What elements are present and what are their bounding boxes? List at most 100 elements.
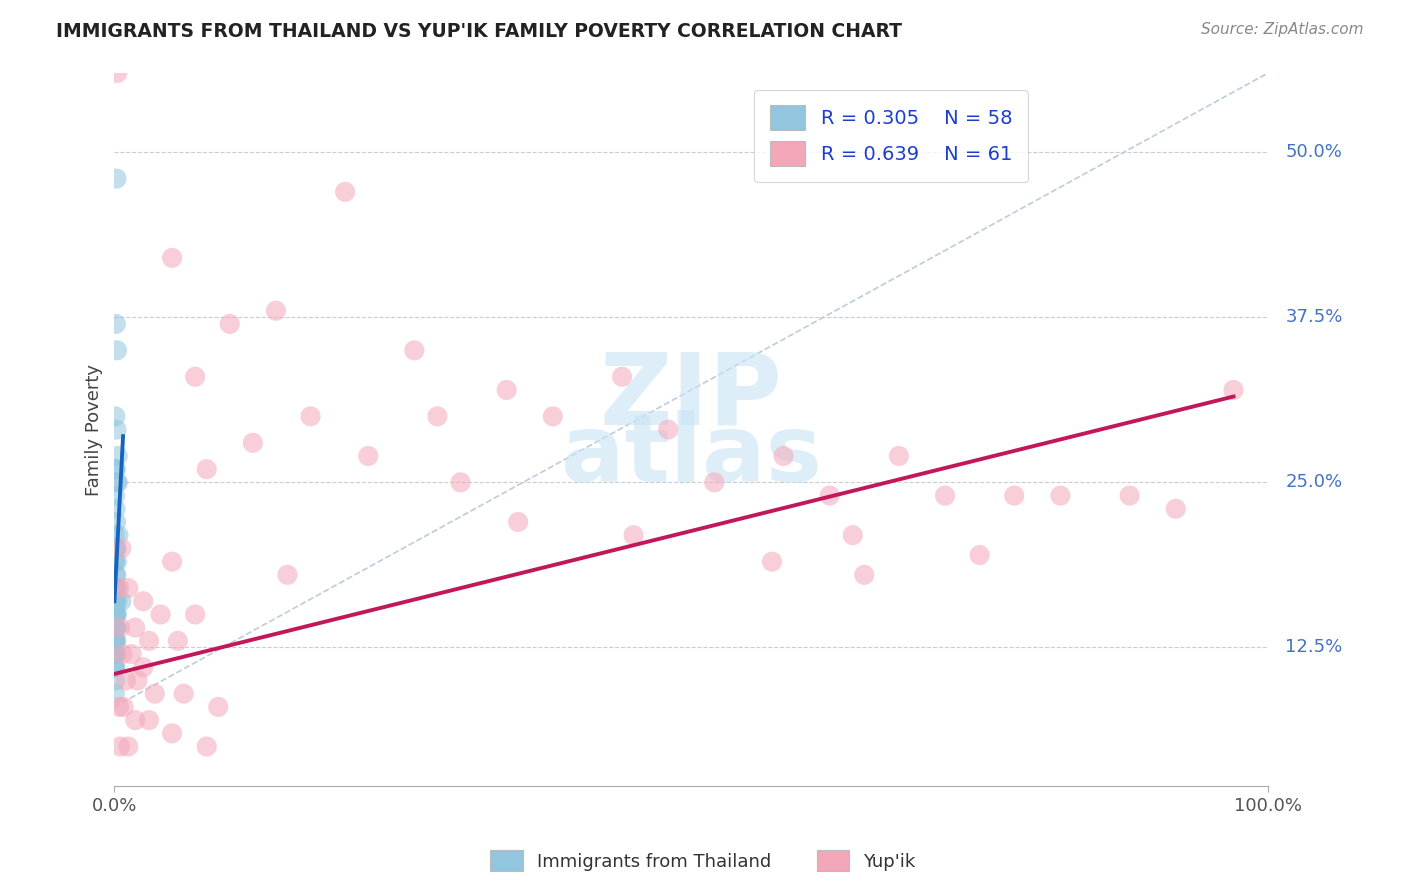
Text: ZIP: ZIP bbox=[600, 348, 783, 445]
Point bbox=[104, 660, 127, 674]
Point bbox=[105, 555, 128, 569]
Legend: R = 0.305    N = 58, R = 0.639    N = 61: R = 0.305 N = 58, R = 0.639 N = 61 bbox=[755, 90, 1028, 182]
Point bbox=[167, 633, 190, 648]
Point bbox=[104, 600, 127, 615]
Point bbox=[115, 673, 138, 688]
Point bbox=[184, 369, 207, 384]
Point bbox=[132, 594, 155, 608]
Point bbox=[104, 489, 127, 503]
Point bbox=[105, 633, 128, 648]
Point bbox=[104, 687, 127, 701]
Point bbox=[112, 699, 135, 714]
Text: Source: ZipAtlas.com: Source: ZipAtlas.com bbox=[1201, 22, 1364, 37]
Point bbox=[108, 739, 131, 754]
Point bbox=[195, 462, 218, 476]
Point bbox=[104, 607, 127, 622]
Point bbox=[242, 435, 264, 450]
Point bbox=[105, 475, 128, 490]
Point bbox=[104, 581, 127, 595]
Point bbox=[143, 687, 166, 701]
Point bbox=[761, 555, 783, 569]
Point bbox=[195, 739, 218, 754]
Point bbox=[105, 515, 128, 529]
Point bbox=[107, 475, 129, 490]
Point bbox=[105, 607, 128, 622]
Point bbox=[357, 449, 380, 463]
Point bbox=[149, 607, 172, 622]
Point bbox=[160, 251, 183, 265]
Point bbox=[138, 633, 160, 648]
Text: 50.0%: 50.0% bbox=[1285, 144, 1343, 161]
Point bbox=[184, 607, 207, 622]
Point bbox=[333, 185, 356, 199]
Text: 25.0%: 25.0% bbox=[1285, 474, 1343, 491]
Text: 12.5%: 12.5% bbox=[1285, 639, 1343, 657]
Point bbox=[105, 621, 128, 635]
Point bbox=[772, 449, 794, 463]
Point bbox=[138, 713, 160, 727]
Point bbox=[104, 633, 127, 648]
Point bbox=[104, 541, 127, 556]
Point bbox=[104, 462, 127, 476]
Point bbox=[117, 739, 139, 754]
Point bbox=[132, 660, 155, 674]
Point bbox=[207, 699, 229, 714]
Point bbox=[105, 66, 128, 80]
Point bbox=[104, 633, 127, 648]
Point bbox=[104, 581, 127, 595]
Point bbox=[104, 541, 127, 556]
Point bbox=[104, 594, 127, 608]
Point bbox=[1049, 489, 1071, 503]
Point bbox=[105, 594, 128, 608]
Point bbox=[104, 555, 127, 569]
Y-axis label: Family Poverty: Family Poverty bbox=[86, 364, 103, 496]
Point bbox=[108, 699, 131, 714]
Point bbox=[105, 171, 128, 186]
Point bbox=[105, 567, 128, 582]
Point bbox=[104, 633, 127, 648]
Point bbox=[104, 621, 127, 635]
Point bbox=[404, 343, 426, 358]
Point bbox=[104, 673, 127, 688]
Point bbox=[173, 687, 195, 701]
Point bbox=[104, 660, 127, 674]
Point bbox=[264, 303, 287, 318]
Point bbox=[108, 581, 131, 595]
Point bbox=[110, 594, 132, 608]
Point bbox=[104, 462, 127, 476]
Point bbox=[104, 647, 127, 661]
Point bbox=[703, 475, 725, 490]
Point bbox=[104, 567, 127, 582]
Point bbox=[104, 600, 127, 615]
Point bbox=[104, 594, 127, 608]
Point bbox=[105, 607, 128, 622]
Point bbox=[104, 621, 127, 635]
Legend: Immigrants from Thailand, Yup'ik: Immigrants from Thailand, Yup'ik bbox=[484, 843, 922, 879]
Point bbox=[842, 528, 865, 542]
Point bbox=[969, 548, 991, 562]
Text: IMMIGRANTS FROM THAILAND VS YUP'IK FAMILY POVERTY CORRELATION CHART: IMMIGRANTS FROM THAILAND VS YUP'IK FAMIL… bbox=[56, 22, 903, 41]
Point bbox=[104, 607, 127, 622]
Point bbox=[495, 383, 517, 397]
Point bbox=[104, 594, 127, 608]
Point bbox=[541, 409, 564, 424]
Text: atlas: atlas bbox=[561, 410, 821, 502]
Point bbox=[105, 423, 128, 437]
Point bbox=[127, 673, 149, 688]
Point bbox=[104, 501, 127, 516]
Point bbox=[160, 726, 183, 740]
Point bbox=[107, 449, 129, 463]
Point bbox=[623, 528, 645, 542]
Point bbox=[610, 369, 633, 384]
Point bbox=[853, 567, 876, 582]
Point bbox=[160, 555, 183, 569]
Point bbox=[124, 713, 146, 727]
Point bbox=[818, 489, 841, 503]
Point bbox=[104, 528, 127, 542]
Point bbox=[887, 449, 910, 463]
Point bbox=[104, 621, 127, 635]
Point bbox=[124, 621, 146, 635]
Point bbox=[105, 647, 128, 661]
Point bbox=[299, 409, 322, 424]
Point bbox=[657, 423, 679, 437]
